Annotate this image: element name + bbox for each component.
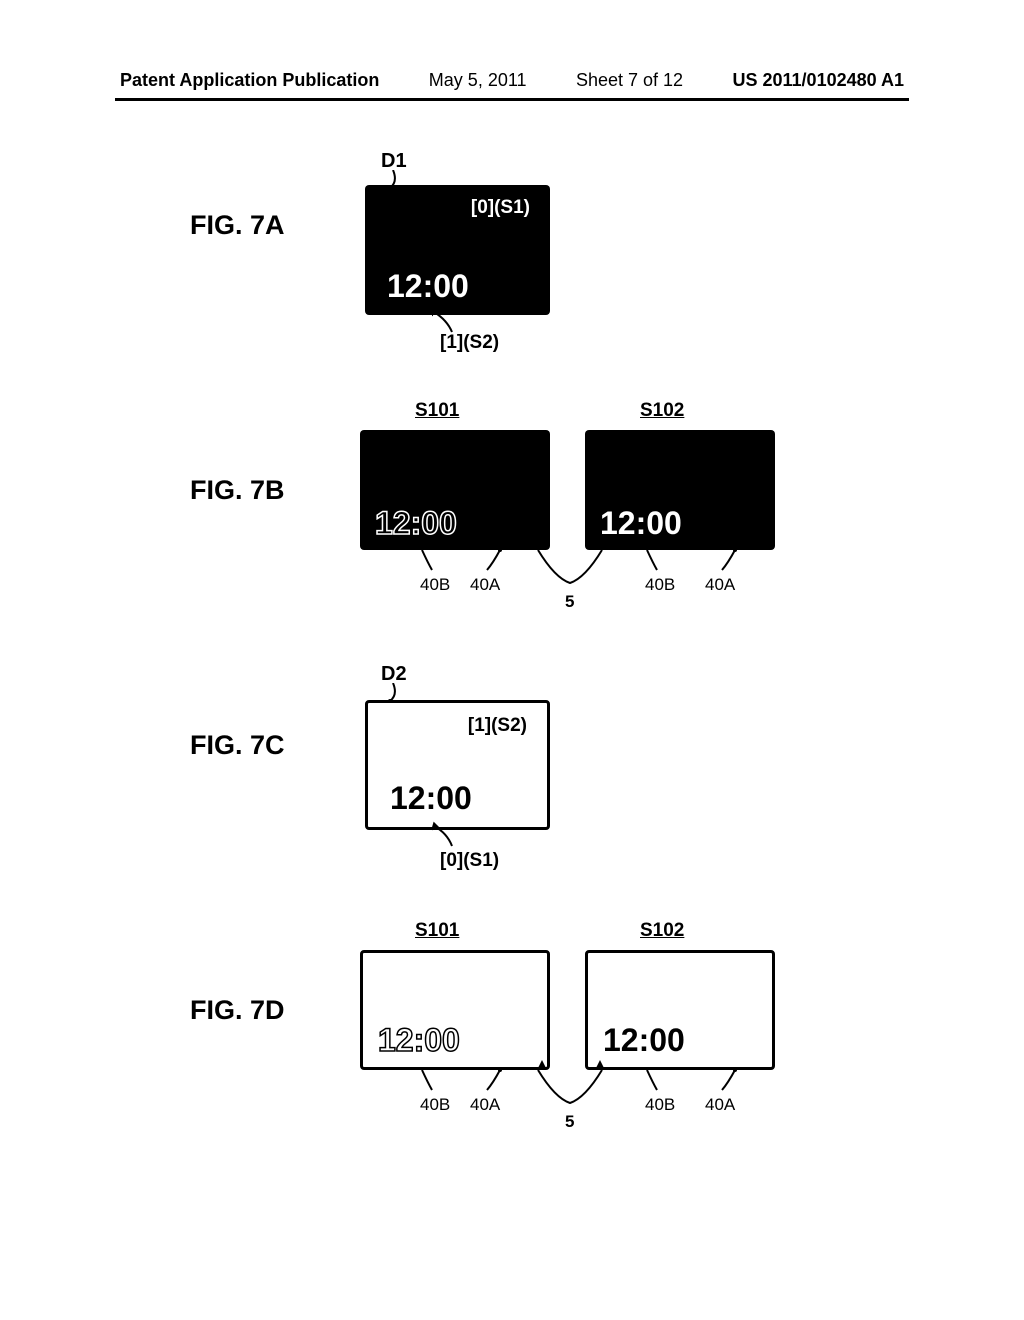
fig-7b-box-right: 12:00: [585, 430, 775, 550]
sheet-label: Sheet 7 of 12: [576, 70, 683, 91]
fig-7a-box: [0](S1) 12:00: [365, 185, 550, 315]
fig-7c-time: 12:00: [390, 780, 472, 817]
fig-7b-time-right: 12:00: [600, 505, 682, 542]
fig-7c-top-label: [1](S2): [468, 715, 527, 737]
fig-7a-top-label: [0](S1): [471, 197, 530, 219]
fig-7b-5-brace: [530, 548, 610, 588]
leader-7d-40a-l: [485, 1068, 515, 1093]
fig-7d-row: FIG. 7D S101 S102 12:00 12:00 40B 40A 40…: [0, 920, 1024, 1145]
fig-7d-time-right: 12:00: [603, 1022, 685, 1059]
fig-7c-bot-leader: [432, 818, 457, 848]
fig-7c-label: FIG. 7C: [190, 730, 285, 761]
fig-7a-label: FIG. 7A: [190, 210, 285, 241]
fig-7d-box-right: 12:00: [585, 950, 775, 1070]
pub-number: US 2011/0102480 A1: [733, 70, 904, 91]
page-header: Patent Application Publication May 5, 20…: [0, 70, 1024, 91]
fig-7d-s101: S101: [415, 920, 459, 942]
fig-7a-time: 12:00: [387, 268, 469, 305]
fig-7d-s102: S102: [640, 920, 684, 942]
fig-7b-row: FIG. 7B S101 S102 12:00 12:00 40B 40A 40…: [0, 400, 1024, 625]
fig-7c-bot-label: [0](S1): [440, 850, 499, 872]
fig-7a-bot-label: [1](S2): [440, 332, 499, 354]
fig-7b-40b-l: 40B: [420, 575, 450, 595]
fig-7b-5: 5: [565, 592, 574, 612]
leader-7b-40a-r: [720, 548, 750, 573]
fig-7d-label: FIG. 7D: [190, 995, 285, 1026]
fig-7b-box-left: 12:00: [360, 430, 550, 550]
fig-7d-40b-r: 40B: [645, 1095, 675, 1115]
fig-7d-40b-l: 40B: [420, 1095, 450, 1115]
leader-7d-40a-r: [720, 1068, 750, 1093]
fig-7c-row: FIG. 7C D2 [1](S2) 12:00 [0](S1): [0, 660, 1024, 885]
fig-7b-label: FIG. 7B: [190, 475, 285, 506]
leader-7b-40a-l: [485, 548, 515, 573]
fig-7d-time-left: 12:00: [378, 1022, 460, 1059]
fig-7d-40a-l: 40A: [470, 1095, 500, 1115]
fig-7b-40a-l: 40A: [470, 575, 500, 595]
fig-7d-5: 5: [565, 1112, 574, 1132]
fig-7c-box: [1](S2) 12:00: [365, 700, 550, 830]
fig-7b-40b-r: 40B: [645, 575, 675, 595]
date-label: May 5, 2011: [429, 70, 527, 91]
header-rule: [115, 98, 909, 101]
leader-7d-40b-l: [420, 1068, 450, 1093]
figure-content: FIG. 7A D1 [0](S1) 12:00 [1](S2) FIG. 7B…: [0, 150, 1024, 1180]
fig-7d-box-left: 12:00: [360, 950, 550, 1070]
publication-label: Patent Application Publication: [120, 70, 379, 91]
fig-7b-40a-r: 40A: [705, 575, 735, 595]
fig-7d-5-brace: [530, 1068, 610, 1108]
leader-7b-40b-l: [420, 548, 450, 573]
leader-7d-40b-r: [645, 1068, 675, 1093]
fig-7b-time-left: 12:00: [375, 505, 457, 542]
fig-7a-row: FIG. 7A D1 [0](S1) 12:00 [1](S2): [0, 150, 1024, 365]
fig-7b-s102: S102: [640, 400, 684, 422]
leader-7b-40b-r: [645, 548, 675, 573]
fig-7d-40a-r: 40A: [705, 1095, 735, 1115]
fig-7b-s101: S101: [415, 400, 459, 422]
